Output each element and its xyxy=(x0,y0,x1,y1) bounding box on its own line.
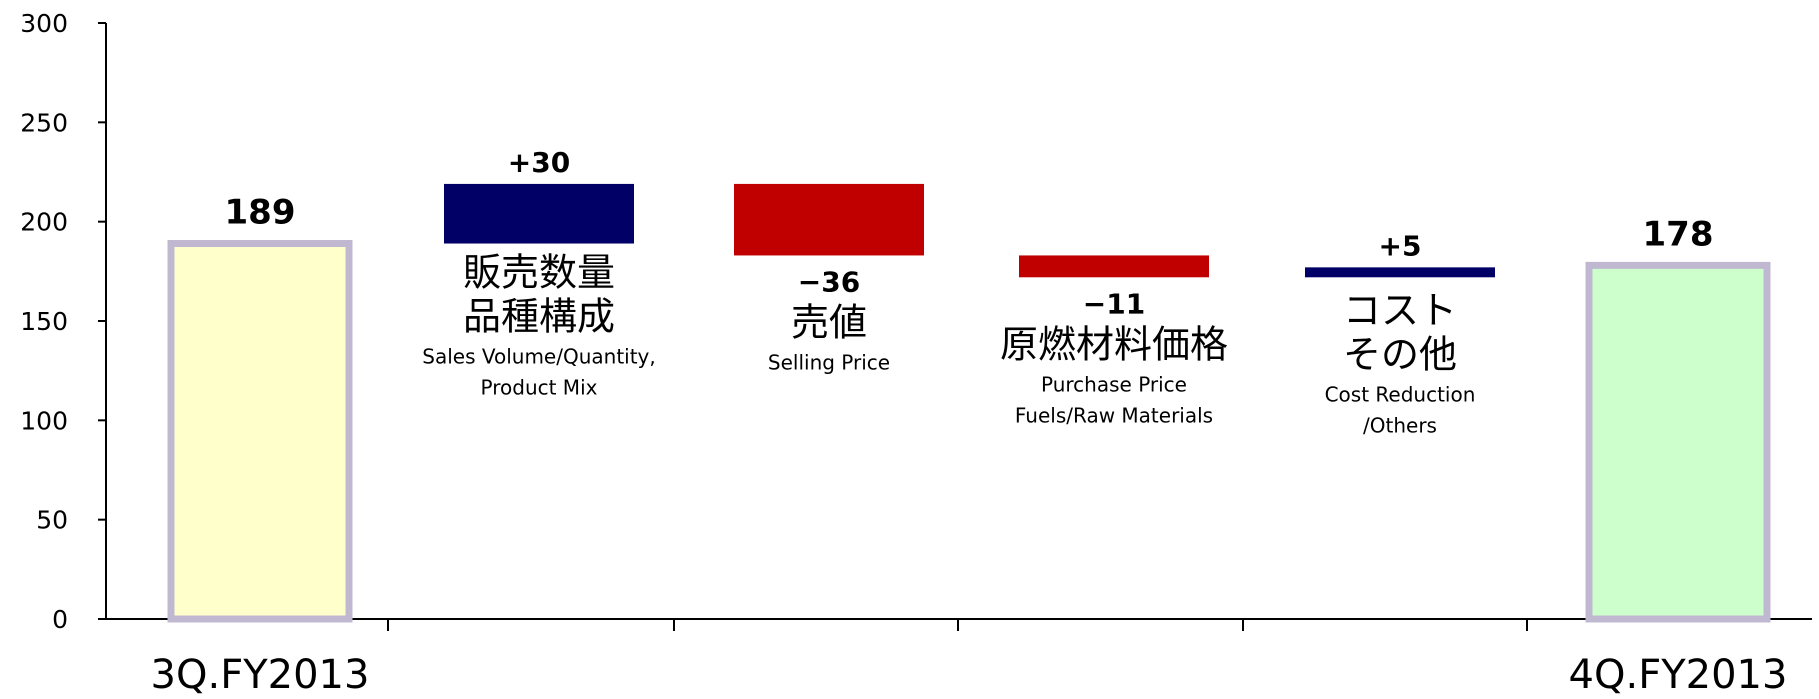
category-label-jp: コスト xyxy=(1343,288,1457,332)
y-tick-label: 50 xyxy=(36,506,68,535)
bar-value-label: 189 xyxy=(225,193,296,233)
y-tick-label: 0 xyxy=(52,605,68,634)
bar-value-label: +30 xyxy=(508,146,570,179)
category-label-jp: 販売数量 xyxy=(463,251,615,295)
category-label-jp: 売値 xyxy=(791,300,867,344)
total-bar xyxy=(1585,261,1771,623)
category-label: 3Q.FY2013 xyxy=(151,652,370,695)
bar-value-label: −11 xyxy=(1083,287,1145,320)
category-label-en: Product Mix xyxy=(481,376,598,400)
total-bar xyxy=(167,240,353,623)
category-label-en: Selling Price xyxy=(768,350,890,374)
category-label-en: Cost Reduction xyxy=(1325,382,1476,406)
y-tick-label: 100 xyxy=(20,406,68,435)
bar-value-label: −36 xyxy=(798,265,860,298)
decrease-bar xyxy=(1019,255,1209,278)
increase-bar xyxy=(444,183,634,244)
category-label-jp: 原燃材料価格 xyxy=(1000,322,1228,366)
category-label-jp: 品種構成 xyxy=(463,295,615,339)
y-tick-label: 150 xyxy=(20,307,68,336)
decrease-bar xyxy=(734,183,924,256)
category-label-en: Purchase Price xyxy=(1041,372,1187,396)
category-label-en: /Others xyxy=(1363,413,1437,437)
category-label-jp: その他 xyxy=(1343,332,1457,376)
category-label-en: Fuels/Raw Materials xyxy=(1015,403,1213,427)
y-tick-label: 250 xyxy=(20,108,68,137)
bar-value-label: +5 xyxy=(1379,229,1422,262)
category-label: 4Q.FY2013 xyxy=(1569,652,1788,695)
y-tick-label: 200 xyxy=(20,208,68,237)
category-label-en: Sales Volume/Quantity, xyxy=(422,345,656,369)
increase-bar xyxy=(1305,267,1495,278)
y-tick-label: 300 xyxy=(20,9,68,38)
bar-value-label: 178 xyxy=(1643,214,1714,254)
